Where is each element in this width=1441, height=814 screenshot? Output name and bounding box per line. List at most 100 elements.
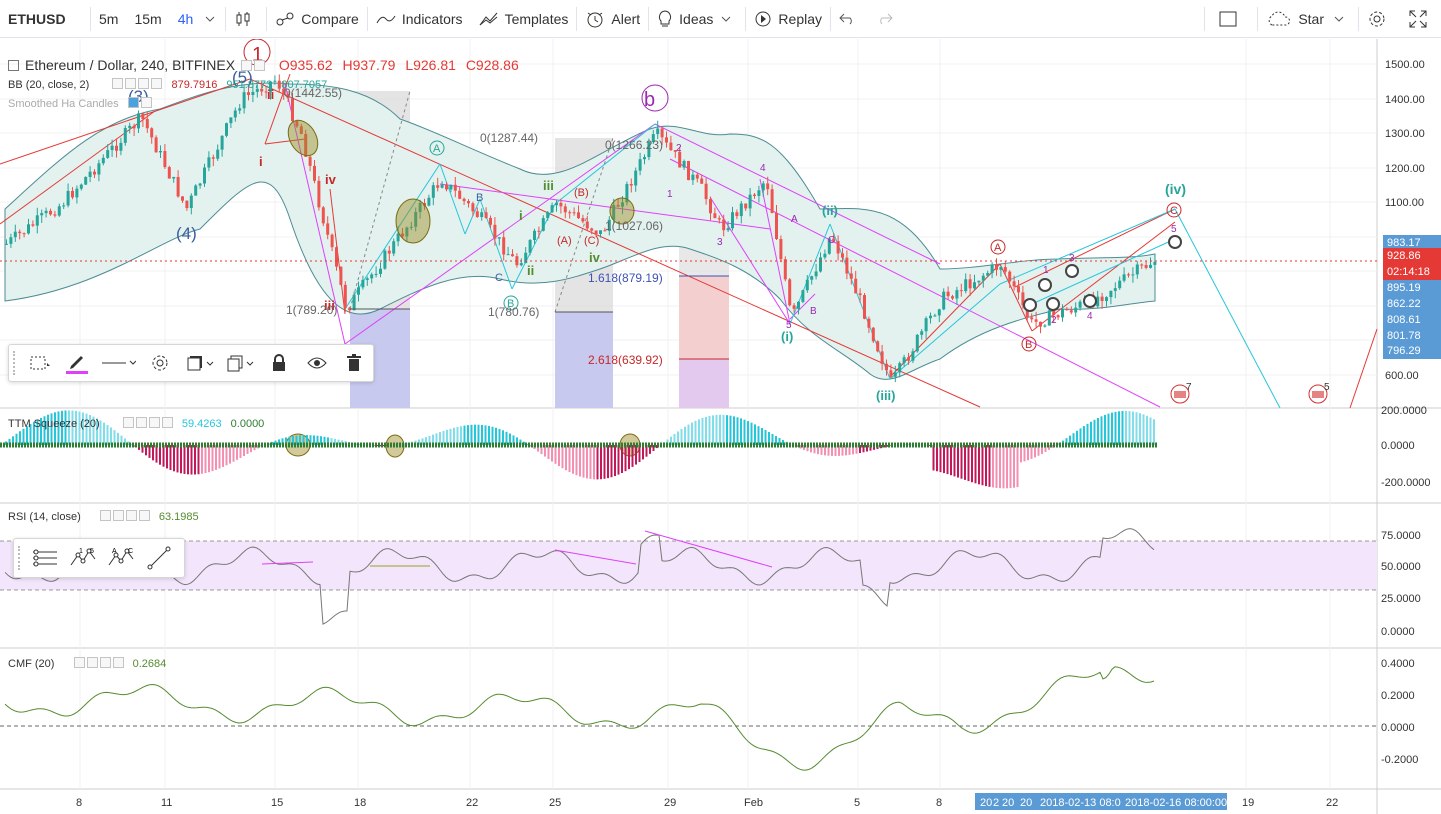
line-style-button[interactable]	[96, 345, 141, 381]
ttm-bar	[187, 445, 189, 475]
price-axis[interactable]: 1500.00 1400.00 1300.00 1200.00 1100.00 600.0…	[1381, 59, 1431, 766]
add-icon[interactable]	[138, 78, 150, 89]
gear-icon[interactable]	[112, 510, 124, 521]
ttm-bar	[1139, 413, 1141, 445]
candle-body	[392, 241, 396, 254]
candle-body	[181, 196, 184, 201]
eye-icon[interactable]	[99, 510, 111, 521]
candle-body	[53, 214, 57, 216]
candle-body	[313, 165, 316, 181]
candle-body	[788, 279, 792, 306]
legend-settings-icon[interactable]	[253, 60, 265, 71]
replay-button[interactable]: Replay	[746, 0, 830, 38]
candle-body	[1078, 301, 1082, 308]
visual-order-button[interactable]	[179, 345, 221, 381]
candle-body	[1100, 296, 1104, 301]
trendline-button[interactable]	[140, 539, 178, 577]
add-icon[interactable]	[125, 510, 137, 521]
fullscreen-toggle-button[interactable]	[1205, 0, 1257, 38]
candle-body	[97, 163, 101, 175]
ttm-bar	[204, 445, 207, 474]
trash-icon	[347, 354, 362, 371]
close-icon[interactable]	[112, 657, 124, 668]
chart-style-button[interactable]	[226, 0, 266, 38]
lock-button[interactable]	[260, 345, 298, 381]
eye-icon[interactable]	[127, 97, 139, 108]
ttm-bar	[810, 445, 812, 453]
candle-body	[1008, 271, 1012, 282]
cmf-legend: CMF (20) 0.2684	[8, 657, 166, 670]
expand-button[interactable]	[1401, 0, 1441, 38]
event-badges[interactable]: 7 5	[1170, 382, 1330, 404]
list-tool-button[interactable]	[26, 539, 64, 577]
candle-body	[951, 296, 954, 299]
candle-body	[291, 98, 294, 122]
interval-dropdown-icon[interactable]	[201, 0, 225, 38]
chart-canvas[interactable]: 1 b (iv) (ii) (i) (iii) (3) (4) (5) ii i…	[0, 39, 1441, 814]
remove-button[interactable]	[335, 345, 373, 381]
drag-handle[interactable]	[18, 546, 26, 570]
expand-icon	[1409, 10, 1427, 27]
price-tag: 02:14:18	[1383, 264, 1441, 280]
ttm-bar	[862, 445, 865, 453]
add-icon[interactable]	[99, 657, 111, 668]
time-tag: 20	[980, 797, 992, 809]
ttm-bar	[43, 416, 46, 445]
candle-body	[656, 128, 660, 135]
candle-body	[1021, 292, 1025, 306]
star-button[interactable]: Star	[1258, 0, 1358, 38]
candle-body	[647, 142, 651, 158]
ideas-button[interactable]: Ideas	[649, 0, 745, 38]
compare-button[interactable]: Compare	[267, 0, 367, 38]
eye-icon[interactable]	[112, 78, 124, 89]
ttm-bar	[673, 434, 676, 445]
gear-icon[interactable]	[86, 657, 98, 668]
ttm-bar	[715, 414, 718, 445]
symbol-search[interactable]: ETHUSD	[8, 10, 66, 27]
interval-4h[interactable]: 4h	[177, 10, 194, 27]
color-button[interactable]	[59, 345, 97, 381]
eye-icon[interactable]	[122, 417, 134, 428]
time-tag: 2	[993, 797, 999, 809]
drag-handle[interactable]	[13, 351, 21, 375]
alert-button[interactable]: Alert	[577, 0, 648, 38]
gear-icon[interactable]	[135, 417, 147, 428]
wave-label-minor: B	[810, 306, 817, 317]
candle-body	[1118, 280, 1122, 289]
candle-body	[497, 237, 501, 239]
ttm-bar	[82, 412, 84, 445]
interval-5m[interactable]: 5m	[99, 10, 119, 27]
candle-body	[335, 247, 338, 267]
ttm-bar	[453, 427, 455, 445]
time-axis[interactable]: 8 11 15 18 22 25 29 Feb 5 8 19 22	[76, 797, 1338, 809]
template-button[interactable]	[21, 345, 59, 381]
collapse-icon[interactable]	[8, 60, 19, 71]
undo-button[interactable]	[831, 0, 869, 38]
settings-button[interactable]	[142, 345, 180, 381]
candle-body	[453, 184, 457, 191]
ttm-bar	[687, 424, 690, 445]
close-icon[interactable]	[151, 78, 163, 89]
interval-15m[interactable]: 15m	[134, 10, 162, 27]
clone-button[interactable]	[221, 345, 261, 381]
hide-button[interactable]	[298, 345, 336, 381]
cmf-label: CMF (20)	[8, 658, 55, 670]
replay-icon	[755, 11, 771, 26]
eye-icon[interactable]	[73, 657, 85, 668]
gear-icon[interactable]	[140, 97, 152, 108]
templates-button[interactable]: Templates	[471, 0, 577, 38]
close-icon[interactable]	[161, 417, 173, 428]
indicators-button[interactable]: Indicators	[368, 0, 471, 38]
gear-icon[interactable]	[125, 78, 137, 89]
close-icon[interactable]	[138, 510, 150, 521]
legend-settings-icon[interactable]	[240, 60, 252, 71]
settings-button[interactable]	[1359, 0, 1401, 38]
add-icon[interactable]	[148, 417, 160, 428]
candle-body	[1113, 288, 1117, 291]
candle-body	[93, 171, 96, 175]
redo-button[interactable]	[869, 0, 907, 38]
ttm-bar	[173, 445, 175, 472]
candle-body	[84, 176, 88, 185]
